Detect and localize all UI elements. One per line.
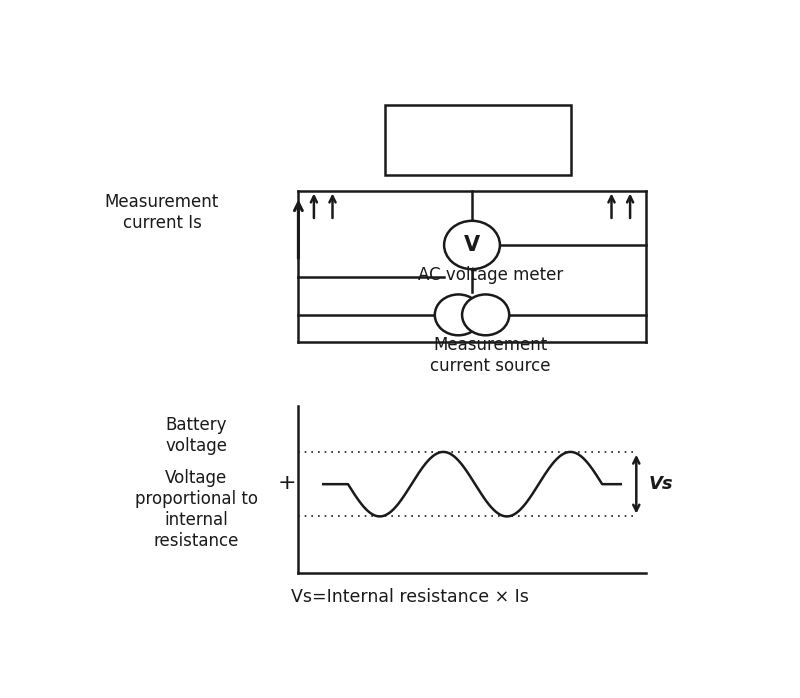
- Bar: [386, 105, 571, 175]
- Text: AC voltage meter: AC voltage meter: [418, 265, 563, 283]
- Text: Measurement
current Is: Measurement current Is: [105, 193, 219, 232]
- Text: Battery
voltage: Battery voltage: [165, 417, 227, 455]
- Circle shape: [435, 295, 482, 335]
- Circle shape: [462, 295, 510, 335]
- Text: Measurement
current source: Measurement current source: [430, 336, 551, 375]
- Circle shape: [444, 221, 500, 269]
- Text: Vs: Vs: [649, 475, 674, 493]
- Text: Voltage
proportional to
internal
resistance: Voltage proportional to internal resista…: [134, 469, 258, 549]
- Text: Vs=Internal resistance × Is: Vs=Internal resistance × Is: [291, 588, 529, 606]
- Text: +: +: [278, 473, 297, 493]
- Text: V: V: [464, 235, 480, 255]
